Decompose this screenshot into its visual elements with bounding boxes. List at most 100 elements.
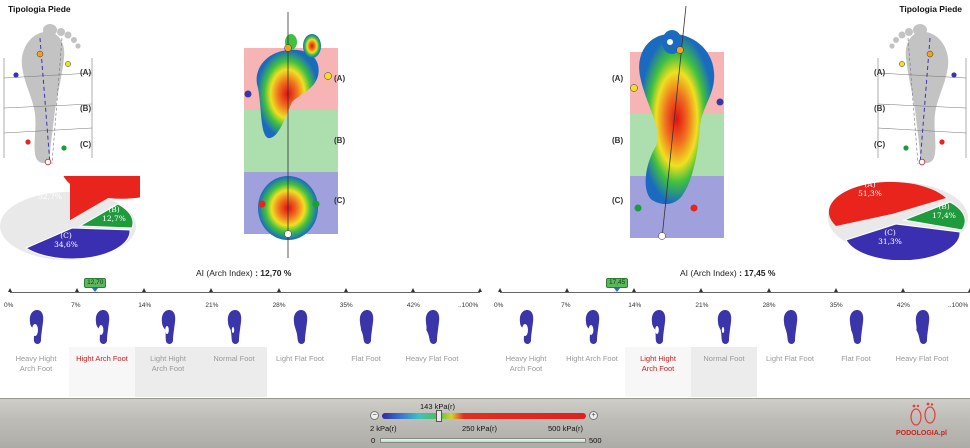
- right-category-highlight: [691, 347, 757, 397]
- increase-pressure-button[interactable]: +: [589, 411, 598, 420]
- right-zone-a-label: (A): [874, 68, 886, 77]
- left-scale-tick: [8, 288, 12, 292]
- left-category-label: Heavy Hight: [15, 354, 57, 363]
- left-category-item[interactable]: Heavy Hight Arch Foot: [3, 354, 69, 374]
- right-category-item[interactable]: Hight Arch Foot: [559, 354, 625, 364]
- left-map-zone-b-label: (B): [334, 136, 346, 145]
- left-category-item[interactable]: Light Flat Foot: [267, 354, 333, 364]
- pressure-slider-thumb[interactable]: [436, 410, 442, 422]
- left-category-foot-icon[interactable]: [354, 308, 378, 346]
- left-scale-line: [10, 292, 480, 293]
- left-category-foot-icon[interactable]: [222, 308, 246, 346]
- right-category-highlight: [625, 347, 691, 397]
- pressure-range-slider[interactable]: [380, 438, 586, 443]
- right-category-foot-icon[interactable]: [844, 308, 868, 346]
- range-min-label: 0: [371, 436, 376, 445]
- right-scale-tick: [833, 288, 838, 292]
- left-arch-index-pointer: [92, 288, 99, 292]
- left-pie-c-value: 34,6%: [54, 240, 78, 249]
- left-scale-tick: [410, 288, 415, 292]
- right-scale-tick-label: 35%: [829, 302, 843, 309]
- current-pressure-value: 143 kPa(r): [420, 402, 456, 411]
- right-pie-c-value: 31,3%: [878, 237, 902, 246]
- right-category-label: Normal Foot: [703, 354, 745, 363]
- right-category-foot-icon[interactable]: [646, 308, 670, 346]
- left-category-item[interactable]: Light Hight Arch Foot: [135, 354, 201, 374]
- left-scale-tick: [142, 288, 147, 292]
- left-scale-tick: [75, 288, 80, 292]
- right-category-label: Light Hight: [640, 354, 676, 363]
- right-pie-slice-a: [828, 181, 946, 226]
- left-category-label-line2: Arch Foot: [151, 364, 185, 373]
- left-category-item[interactable]: Normal Foot: [201, 354, 267, 364]
- left-arch-index-value: : 12,70 %: [255, 268, 292, 278]
- right-scale-tick: [699, 288, 704, 292]
- left-pie-c-label: (C): [60, 231, 72, 240]
- right-arch-index-scale: 17,45 0% 7% 14% 21% 28% 35% 42% ..100% Heavy High…: [490, 278, 970, 398]
- left-arch-index-label: AI (Arch Index): [196, 268, 253, 278]
- right-scale-line: [500, 292, 970, 293]
- left-foot-diagram: [3, 24, 93, 166]
- right-category-foot-icon[interactable]: [910, 308, 934, 346]
- left-arch-index-marker: 12,70: [84, 278, 107, 288]
- right-scale-tick: [565, 288, 570, 292]
- right-category-item[interactable]: Flat Foot: [823, 354, 889, 364]
- left-zone-b-label: (B): [80, 104, 92, 113]
- left-scale-tick-label: 42%: [406, 302, 420, 309]
- right-category-item[interactable]: Light Hight Arch Foot: [625, 354, 691, 374]
- left-category-foot-icon[interactable]: [288, 308, 312, 346]
- right-map-zone-b-label: (B): [612, 136, 624, 145]
- right-arch-index-pointer: [614, 288, 621, 292]
- right-category-label: Heavy Flat Foot: [895, 354, 949, 363]
- left-scale-tick-label: 0%: [4, 302, 14, 309]
- right-category-item[interactable]: Light Flat Foot: [757, 354, 823, 364]
- right-category-foot-icon[interactable]: [778, 308, 802, 346]
- right-scale-tick-label: 0%: [494, 302, 504, 309]
- left-category-item[interactable]: Hight Arch Foot: [69, 354, 135, 364]
- right-pie-a-value: 51,3%: [858, 189, 882, 198]
- right-category-item[interactable]: Heavy Flat Foot: [889, 354, 955, 364]
- right-category-foot-icon[interactable]: [712, 308, 736, 346]
- left-scale-tick: [343, 288, 348, 292]
- left-pie-chart: [0, 176, 140, 260]
- right-foot-silhouette: [889, 24, 949, 164]
- left-category-item[interactable]: Heavy Flat Foot: [399, 354, 465, 364]
- brand-feet-logo-icon: [910, 402, 936, 426]
- right-category-item[interactable]: Normal Foot: [691, 354, 757, 364]
- right-map-zone-c-label: (C): [612, 196, 624, 205]
- right-pressure-map: [630, 6, 724, 240]
- left-scale-tick-label: 35%: [339, 302, 353, 309]
- right-scale-tick-label: ..100%: [948, 302, 969, 309]
- left-pie-slice-c: [24, 227, 131, 260]
- right-scale-tick-label: 21%: [695, 302, 709, 309]
- right-pie-slice-c: [845, 223, 961, 260]
- right-panel-title: Tipologia Piede: [899, 4, 962, 14]
- left-map-zone-a-label: (A): [334, 74, 346, 83]
- left-zone-c-label: (C): [80, 140, 92, 149]
- left-scale-tick: [209, 288, 214, 292]
- left-scale-tick-label: 28%: [272, 302, 286, 309]
- right-category-foot-icon[interactable]: [514, 308, 538, 346]
- right-scale-tick: [632, 288, 637, 292]
- left-foot-silhouette: [21, 24, 81, 164]
- right-category-label: Light Flat Foot: [766, 354, 814, 363]
- left-category-foot-icon[interactable]: [420, 308, 444, 346]
- right-category-label-line2: Arch Foot: [641, 364, 675, 373]
- decrease-pressure-button[interactable]: −: [370, 411, 379, 420]
- left-pressure-map: [244, 12, 338, 258]
- left-category-foot-icon[interactable]: [156, 308, 180, 346]
- left-pie-b-label: (B): [108, 205, 120, 214]
- left-category-foot-icon[interactable]: [90, 308, 114, 346]
- right-scale-tick-label: 28%: [762, 302, 776, 309]
- right-category-foot-icon[interactable]: [580, 308, 604, 346]
- left-panel-title: Tipologia Piede: [8, 4, 71, 14]
- left-category-label-line2: Arch Foot: [19, 364, 53, 373]
- left-category-foot-icon[interactable]: [24, 308, 48, 346]
- left-pie-a-value: 52,7%: [38, 192, 62, 201]
- brand-name: PODOLOGIA.pl: [896, 430, 947, 437]
- left-category-item[interactable]: Flat Foot: [333, 354, 399, 364]
- left-category-label: Normal Foot: [213, 354, 255, 363]
- right-category-item[interactable]: Heavy Hight Arch Foot: [493, 354, 559, 374]
- right-zone-c-label: (C): [874, 140, 886, 149]
- right-scale-tick-label: 14%: [628, 302, 642, 309]
